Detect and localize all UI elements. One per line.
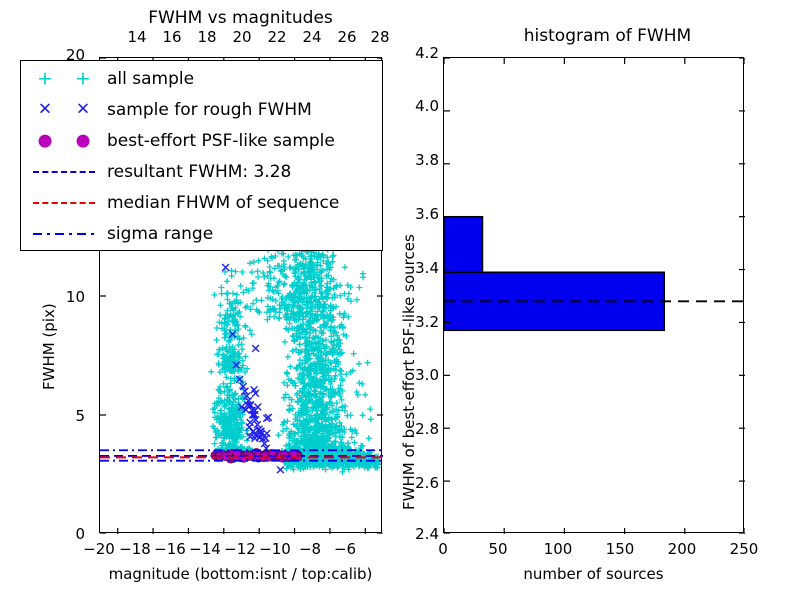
- bottom-tick-label: −8: [298, 540, 322, 558]
- right-y-tick-label: 4.0: [415, 97, 439, 115]
- right-y-tick-label: 2.4: [415, 525, 439, 543]
- legend-item-median-fwhm[interactable]: median FHWM of sequence: [21, 187, 382, 218]
- top-tick-label: 18: [197, 28, 217, 46]
- circle-marker-icon: ● ●: [37, 130, 91, 150]
- left-y-tick-label: 0: [75, 525, 85, 543]
- right-x-tick-label: 100: [543, 540, 573, 558]
- bottom-tick-label: −14: [189, 540, 221, 558]
- right-x-tick-label: 250: [729, 540, 759, 558]
- legend-item-sigma-range[interactable]: sigma range: [21, 218, 382, 249]
- bottom-tick-label: −6: [333, 540, 357, 558]
- left-y-tick-label: 5: [75, 407, 85, 425]
- dashed-line-icon: [21, 187, 107, 218]
- bottom-tick-label: −16: [154, 540, 186, 558]
- left-panel-xlabel: magnitude (bottom:isnt / top:calib): [108, 565, 373, 583]
- legend-label: best-effort PSF-like sample: [107, 130, 335, 151]
- legend-label: median FHWM of sequence: [107, 192, 340, 213]
- top-tick-label: 20: [232, 28, 252, 46]
- dashed-line-icon: [21, 156, 107, 187]
- left-y-tick-label: 20: [65, 46, 85, 64]
- right-x-tick-label: 50: [488, 540, 508, 558]
- right-y-tick-label: 2.6: [415, 474, 439, 492]
- right-y-tick-label: 3.2: [415, 313, 439, 331]
- legend-item-all-sample[interactable]: + + all sample: [21, 63, 382, 94]
- cross-marker-icon: ✕ ✕: [37, 99, 91, 119]
- dash-dot-line-icon: [21, 218, 107, 249]
- right-y-tick-label: 3.6: [415, 205, 439, 223]
- plus-marker-icon: + +: [37, 67, 91, 89]
- right-x-tick-label: 150: [605, 540, 635, 558]
- left-panel-ylabel: FWHM (pix): [40, 303, 58, 390]
- legend: + + all sample ✕ ✕ sample for rough FWHM…: [20, 60, 383, 251]
- right-y-tick-label: 3.4: [415, 259, 439, 277]
- top-tick-label: 14: [127, 28, 147, 46]
- right-panel-xlabel: number of sources: [523, 565, 664, 583]
- legend-label: sample for rough FWHM: [107, 99, 312, 120]
- left-panel-title: FWHM vs magnitudes: [148, 8, 333, 28]
- right-plot-area: [443, 57, 745, 534]
- bottom-tick-label: −10: [259, 540, 291, 558]
- right-y-tick-label: 3.0: [415, 366, 439, 384]
- bottom-tick-label: −18: [119, 540, 151, 558]
- right-y-tick-label: 2.8: [415, 420, 439, 438]
- histogram-data-layer: [444, 58, 745, 534]
- bottom-tick-label: −20: [83, 540, 115, 558]
- right-x-tick-label: 200: [667, 540, 697, 558]
- top-tick-label: 28: [370, 28, 390, 46]
- legend-item-rough-fwhm[interactable]: ✕ ✕ sample for rough FWHM: [21, 94, 382, 125]
- right-panel-title: histogram of FWHM: [523, 26, 692, 46]
- top-tick-label: 16: [162, 28, 182, 46]
- top-tick-label: 22: [267, 28, 287, 46]
- legend-item-psf-sample[interactable]: ● ● best-effort PSF-like sample: [21, 125, 382, 156]
- top-tick-label: 24: [302, 28, 322, 46]
- right-y-tick-label: 3.8: [415, 151, 439, 169]
- left-plot-area: [99, 57, 383, 534]
- legend-label: all sample: [107, 68, 195, 89]
- legend-label: sigma range: [107, 223, 214, 244]
- left-y-tick-label: 10: [65, 288, 85, 306]
- scatter-data-layer: [100, 58, 383, 534]
- right-y-tick-label: 4.2: [415, 44, 439, 62]
- right-x-tick-label: 0: [438, 540, 448, 558]
- bottom-tick-label: −12: [224, 540, 256, 558]
- top-tick-label: 26: [337, 28, 357, 46]
- legend-label: resultant FWHM: 3.28: [107, 161, 292, 182]
- legend-item-resultant-fwhm[interactable]: resultant FWHM: 3.28: [21, 156, 382, 187]
